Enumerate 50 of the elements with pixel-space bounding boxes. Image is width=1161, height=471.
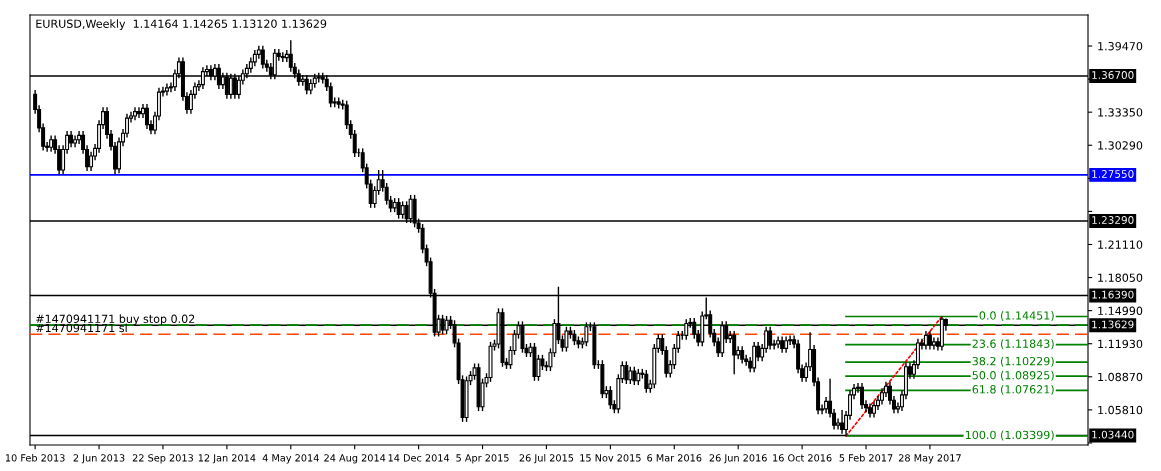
y-tick-label: 1.08870 (1098, 372, 1143, 382)
candlestick (137, 106, 141, 119)
candlestick (927, 330, 932, 351)
chart-title: EURUSD,Weekly 1.14164 1.14265 1.13120 1.13629 (36, 19, 327, 31)
series-label: 38.2 (1.10229) (972, 356, 1054, 367)
y-tick-label: 1.39470 (1098, 42, 1143, 51)
candlestick (584, 321, 589, 347)
x-tick-label: 4 May 2014 (262, 454, 319, 464)
x-tick-label: 10 Feb 2013 (5, 454, 65, 462)
candlestick (328, 81, 333, 109)
candlestick (608, 385, 613, 410)
ref-line-label: 1.03440 (1092, 430, 1134, 439)
x-tick-label: 26 Jul 2015 (519, 454, 574, 464)
x-tick-label: 5 Feb 2017 (839, 454, 893, 462)
series-label: 100.0 (1.03399) (965, 430, 1054, 441)
x-tick-label: 28 May 2017 (898, 454, 961, 464)
y-tick-label: 1.33350 (1098, 108, 1143, 117)
x-tick-label: 15 Nov 2015 (580, 454, 641, 462)
candlestick (440, 314, 445, 336)
x-tick-label: 12 Jan 2014 (198, 454, 256, 464)
x-tick-label: 5 Apr 2015 (456, 454, 509, 464)
candlestick (752, 341, 757, 373)
ref-line-label: 1.23290 (1092, 216, 1134, 224)
y-tick-label: 1.11930 (1098, 339, 1143, 349)
ref-line-label: 1.16390 (1092, 290, 1134, 299)
series-label: 61.8 (1.07621) (972, 384, 1054, 395)
x-tick-label: 24 Aug 2014 (324, 454, 386, 464)
y-tick-label: 1.21110 (1098, 240, 1143, 249)
y-tick-label: 1.30290 (1098, 141, 1143, 150)
series-label: 0.0 (1.14451) (979, 311, 1054, 321)
series-label: 50.0 (1.08925) (972, 370, 1054, 381)
x-tick-label: 26 Jun 2016 (709, 454, 767, 464)
ref-line-label: 1.36700 (1092, 71, 1134, 79)
y-tick-label: 1.05810 (1098, 405, 1143, 415)
candlestick (145, 103, 149, 130)
candlestick (564, 326, 569, 353)
ref-line-label: 1.13629 (1092, 320, 1134, 329)
candlestick (860, 382, 865, 410)
y-tick-label: 1.14990 (1098, 306, 1143, 316)
x-tick-label: 22 Sep 2013 (132, 454, 193, 464)
candlestick (624, 360, 629, 385)
x-tick-label: 6 Mar 2016 (647, 454, 702, 462)
candlestick (520, 320, 525, 354)
x-tick-label: 16 Oct 2016 (773, 454, 832, 462)
x-tick-label: 2 Jun 2013 (73, 454, 125, 464)
series-label: 23.6 (1.11843) (972, 339, 1054, 350)
y-tick-label: 1.18050 (1098, 273, 1143, 282)
candlestick (692, 317, 697, 340)
x-tick-label: 14 Dec 2014 (388, 454, 450, 462)
ref-line-label: 1.27550 (1092, 170, 1134, 178)
